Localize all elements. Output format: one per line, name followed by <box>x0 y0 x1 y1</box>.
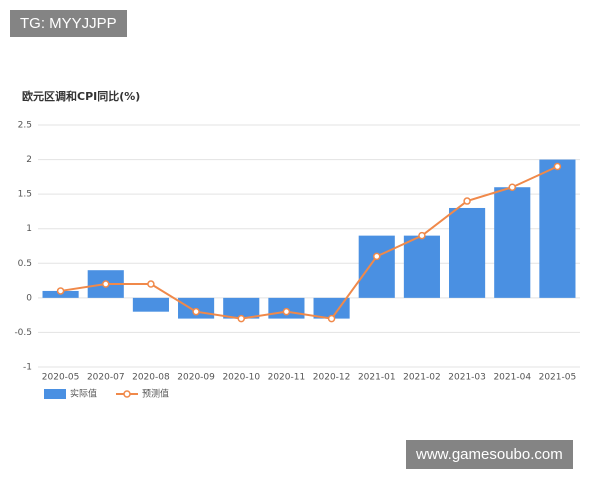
legend-label: 实际值 <box>70 388 97 400</box>
line-point <box>463 197 471 205</box>
x-tick-label: 2021-02 <box>403 373 441 383</box>
line-point <box>282 307 291 316</box>
bar <box>358 235 395 298</box>
y-tick-label: 0.5 <box>18 259 32 269</box>
legend-swatch <box>123 390 131 398</box>
x-tick-label: 2021-03 <box>448 373 486 383</box>
line-point <box>147 280 155 288</box>
line <box>60 165 558 320</box>
bar <box>403 235 440 298</box>
legend-label: 预测值 <box>142 388 169 400</box>
watermark: TG: MYYJJPP <box>10 10 127 37</box>
bar <box>449 207 486 298</box>
chart-title: 欧元区调和CPI同比(%) <box>22 89 140 103</box>
x-tick-label: 2021-01 <box>358 373 396 383</box>
line-point <box>237 314 245 323</box>
x-tick-label: 2021-04 <box>493 373 531 383</box>
x-tick-label: 2020-05 <box>42 373 80 383</box>
x-tick-label: 2020-12 <box>313 373 351 383</box>
y-tick-label: -0.5 <box>14 328 32 338</box>
y-tick-label: -1 <box>23 363 32 373</box>
line-point <box>553 162 562 171</box>
x-tick-label: 2020-10 <box>222 373 260 383</box>
bar <box>494 187 531 298</box>
y-tick-label: 2 <box>26 155 32 165</box>
y-tick-label: 1 <box>26 224 32 234</box>
bar <box>313 297 350 319</box>
bar <box>539 159 576 298</box>
line-point <box>373 252 381 261</box>
x-tick-label: 2020-08 <box>132 373 170 383</box>
x-tick-label: 2020-09 <box>177 373 215 383</box>
x-tick-label: 2020-07 <box>87 373 125 383</box>
y-tick-label: 2.5 <box>18 121 32 131</box>
bar <box>223 297 260 319</box>
legend-swatch <box>44 389 66 399</box>
line-point <box>192 307 200 316</box>
bar <box>132 297 169 312</box>
x-tick-label: 2020-11 <box>268 373 306 383</box>
line-point <box>102 280 110 288</box>
y-tick-label: 1.5 <box>18 190 32 200</box>
x-tick-label: 2021-05 <box>539 373 577 383</box>
line-point <box>56 287 65 295</box>
y-tick-label: 0 <box>26 293 32 303</box>
line-point <box>508 183 516 191</box>
watermark: www.gamesoubo.com <box>406 440 573 469</box>
line-point <box>418 231 426 240</box>
line-point <box>327 314 336 323</box>
